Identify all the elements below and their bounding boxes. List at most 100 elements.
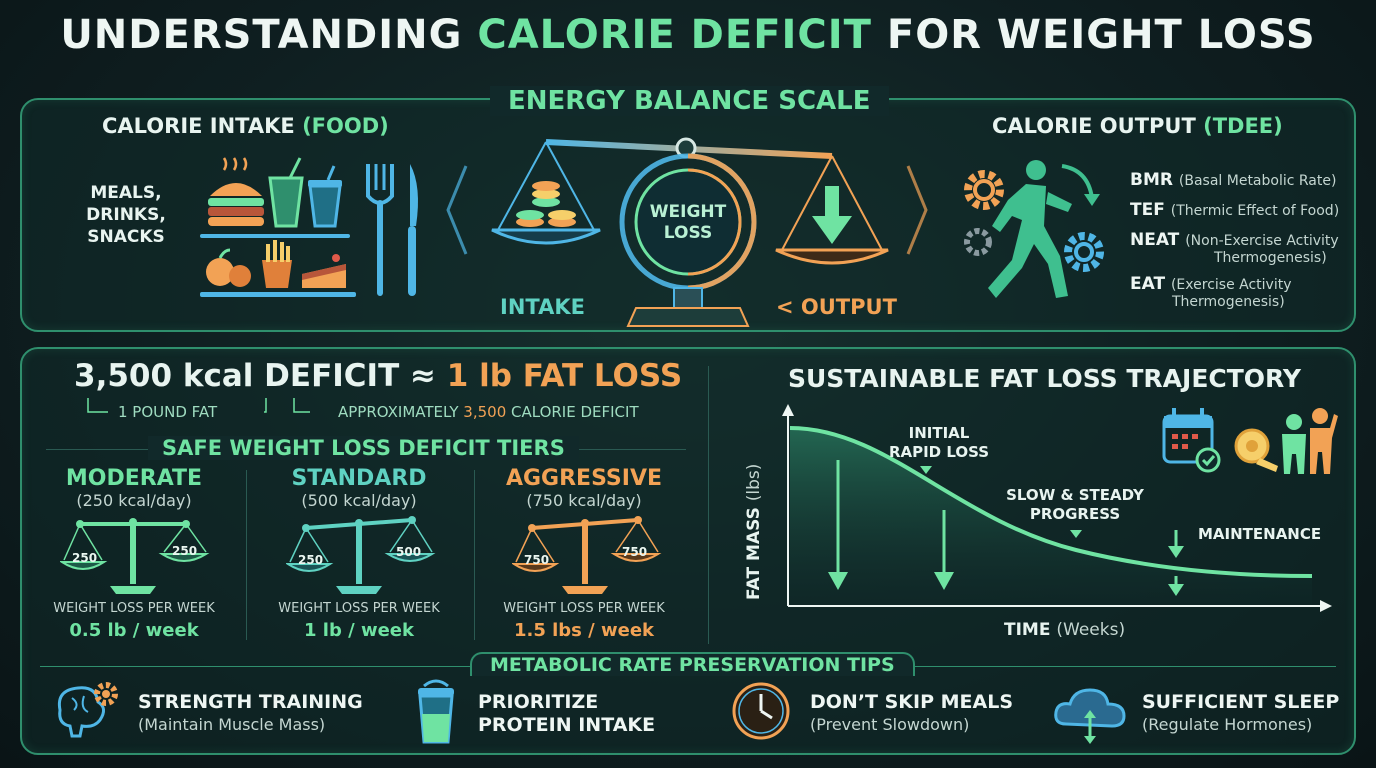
neat-abbr: NEAT [1130, 230, 1180, 250]
eat-desc-2: Thermogenesis) [1172, 294, 1285, 310]
knife-icon [408, 164, 418, 296]
y-axis-label-main: FAT MASS [744, 501, 764, 600]
cloud-icon [1054, 688, 1126, 744]
neat-desc-2: Thermogenesis) [1214, 250, 1327, 266]
x-axis-label-unit: (Weeks) [1056, 620, 1126, 640]
intake-item-meals: MEALS, [90, 183, 162, 203]
tip-protein-line1: PRIORITIZE [478, 691, 599, 713]
down-arrow-1 [828, 460, 848, 590]
tef-abbr: TEF [1130, 200, 1165, 220]
tier-standard-pan-left: 250 [298, 553, 324, 567]
protein-shake-icon [418, 679, 454, 744]
tier-moderate-caption: WEIGHT LOSS PER WEEK [53, 601, 215, 616]
tip-sleep-sub: (Regulate Hormones) [1142, 715, 1313, 734]
deficit-note-pound: 1 POUND FAT [118, 403, 218, 421]
tip-strength-title: STRENGTH TRAINING [138, 691, 363, 713]
trajectory-icons [1162, 408, 1338, 474]
gear-small-icon [964, 228, 992, 256]
tier-moderate-sub: (250 kcal/day) [76, 491, 192, 510]
tier-moderate-pan-left: 250 [72, 551, 98, 565]
fries-icon [262, 240, 292, 288]
chevron-right-icon [906, 165, 928, 255]
left-pan [491, 141, 601, 245]
marker-slow [1070, 530, 1082, 538]
gear-blue-icon [1064, 232, 1104, 272]
deficit-brackets [87, 398, 310, 413]
fork-icon [366, 164, 394, 296]
intake-item-snacks: SNACKS [87, 227, 165, 247]
tier-aggressive-scale [512, 516, 662, 594]
neat-desc: (Non-Exercise Activity [1185, 233, 1339, 249]
output-title: CALORIE OUTPUT (TDEE) [992, 114, 1283, 138]
tier-moderate-scale [60, 518, 210, 594]
phase-maintenance-label: MAINTENANCE [1198, 525, 1322, 543]
tip-protein-title: PRIORITIZE PROTEIN INTAKE [478, 691, 655, 737]
tip-sleep-title: SUFFICIENT SLEEP [1142, 691, 1340, 713]
food-icons [200, 157, 418, 297]
eat-abbr: EAT [1130, 274, 1166, 294]
tier-divider-2 [474, 470, 475, 640]
fruit-icon [206, 248, 251, 287]
intake-item-drinks: DRINKS, [86, 205, 166, 225]
down-arrow-2 [934, 510, 954, 590]
burger-icon [208, 157, 264, 226]
page-title: UNDERSTANDING CALORIE DEFICIT FOR WEIGHT… [0, 12, 1376, 58]
deficit-note-approx-2: CALORIE DEFICIT [506, 403, 639, 421]
tip-meals-title: DON’T SKIP MEALS [810, 691, 1014, 713]
tip-protein-line2: PROTEIN INTAKE [478, 714, 656, 736]
phase-initial-line1: INITIAL [908, 424, 970, 442]
runner-icon [988, 160, 1072, 298]
output-eat: EAT (Exercise Activity [1130, 274, 1292, 294]
drink-cup-icon [268, 157, 304, 228]
tier-standard-title: STANDARD [291, 466, 427, 491]
tier-aggressive-title: AGGRESSIVE [505, 466, 663, 491]
tier-aggressive-rate: 1.5 lbs / week [513, 620, 655, 641]
output-title-paren: (TDEE) [1203, 114, 1283, 138]
phase-initial-label: INITIAL RAPID LOSS [874, 424, 1004, 462]
output-neat: NEAT (Non-Exercise Activity [1130, 230, 1339, 250]
down-arrow-4 [1168, 576, 1184, 596]
shelf-line [200, 234, 350, 238]
tier-moderate-rate: 0.5 lb / week [69, 620, 199, 641]
trajectory-title: SUSTAINABLE FAT LOSS TRAJECTORY [788, 364, 1302, 393]
energy-balance-scale [491, 137, 889, 327]
cycle-arrow-icon [1061, 164, 1094, 199]
trajectory-chart [782, 404, 1332, 612]
weight-loss-line1: WEIGHT [649, 202, 727, 222]
deficit-note-approx: APPROXIMATELY 3,500 CALORIE DEFICIT [338, 403, 639, 421]
down-arrow-3 [1168, 530, 1184, 558]
cake-icon [302, 254, 346, 288]
weight-loss-label: WEIGHT LOSS [628, 202, 748, 244]
output-label: < OUTPUT [776, 295, 897, 319]
tier-standard-pan-right: 500 [396, 545, 422, 559]
right-pan [775, 155, 889, 265]
tier-aggressive-caption: WEIGHT LOSS PER WEEK [503, 601, 665, 616]
tips-title: METABOLIC RATE PRESERVATION TIPS [470, 652, 915, 676]
tip-strength-sub: (Maintain Muscle Mass) [138, 715, 326, 734]
output-title-main: CALORIE OUTPUT [992, 114, 1204, 138]
scale-base [626, 307, 750, 327]
gear-icon [964, 170, 1004, 210]
section-divider [708, 366, 709, 644]
x-axis-label-main: TIME [1004, 620, 1057, 640]
tier-standard-scale [286, 516, 436, 594]
soda-cup-icon [308, 165, 342, 228]
tier-standard-caption: WEIGHT LOSS PER WEEK [278, 601, 440, 616]
tier-divider-1 [246, 470, 247, 640]
tier-moderate-title: MODERATE [65, 466, 203, 491]
chevron-left-icon [446, 165, 468, 255]
tier-aggressive-pan-left: 750 [524, 553, 550, 567]
tip-meals-sub: (Prevent Slowdown) [810, 715, 970, 734]
bmr-desc: (Basal Metabolic Rate) [1178, 173, 1337, 189]
intake-label: INTAKE [500, 295, 585, 319]
intake-items: MEALS, DRINKS, SNACKS [76, 182, 176, 248]
deficit-headline-highlight: 1 lb FAT LOSS [446, 358, 683, 394]
tier-standard-sub: (500 kcal/day) [301, 491, 417, 510]
runner-gears-icon [964, 160, 1104, 298]
output-tef: TEF (Thermic Effect of Food) [1130, 200, 1339, 220]
trajectory-area [790, 428, 1312, 604]
tape-measure-icon [1234, 428, 1278, 472]
brain-gear-icon [57, 682, 118, 738]
eat-desc: (Exercise Activity [1170, 277, 1292, 293]
y-axis-label: FAT MASS (lbs) [744, 464, 764, 600]
